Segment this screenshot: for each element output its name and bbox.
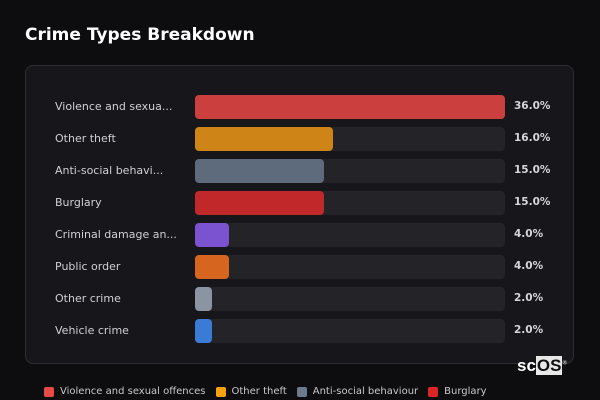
- bar[interactable]: [195, 95, 505, 119]
- bar-row: Public order 4.0%: [0, 255, 600, 279]
- legend-item[interactable]: Anti-social behaviour: [296, 386, 419, 397]
- bar-track: [195, 95, 505, 119]
- bar-row: Anti-social behavi... 15.0%: [0, 159, 600, 183]
- category-label: Other crime: [55, 292, 121, 305]
- value-label: 2.0%: [514, 292, 544, 304]
- chart-title: Crime Types Breakdown: [25, 25, 255, 45]
- legend-swatch: [215, 386, 226, 397]
- legend-item[interactable]: Other theft: [215, 386, 287, 397]
- bar[interactable]: [195, 159, 325, 183]
- bar-row: Burglary 15.0%: [0, 191, 600, 215]
- category-label: Public order: [55, 260, 121, 273]
- bar-row: Other crime 2.0%: [0, 287, 600, 311]
- category-label: Anti-social behavi...: [55, 164, 164, 177]
- legend: Violence and sexual offences Other theft A…: [44, 386, 487, 397]
- category-label: Violence and sexua...: [55, 100, 173, 113]
- bar[interactable]: [195, 191, 325, 215]
- bar-track: [195, 159, 505, 183]
- legend-label: Other theft: [231, 386, 287, 397]
- scos-logo: scOS®: [517, 356, 567, 376]
- bar-row: Criminal damage an... 4.0%: [0, 223, 600, 247]
- value-label: 4.0%: [514, 260, 544, 272]
- bar-row: Violence and sexua... 36.0%: [0, 95, 600, 119]
- bar-track: [195, 191, 505, 215]
- value-label: 15.0%: [514, 164, 551, 176]
- logo-mark: ®: [562, 360, 567, 367]
- logo-text: sc: [517, 356, 536, 375]
- value-label: 2.0%: [514, 324, 544, 336]
- bar-track: [195, 319, 505, 343]
- bar[interactable]: [195, 287, 213, 311]
- bar[interactable]: [195, 255, 230, 279]
- legend-label: Violence and sexual offences: [60, 386, 206, 397]
- bar-row: Other theft 16.0%: [0, 127, 600, 151]
- category-label: Vehicle crime: [55, 324, 129, 337]
- category-label: Other theft: [55, 132, 116, 145]
- bar[interactable]: [195, 127, 333, 151]
- legend-label: Anti-social behaviour: [312, 386, 419, 397]
- legend-swatch: [44, 386, 54, 397]
- bar-track: [195, 255, 505, 279]
- value-label: 36.0%: [514, 100, 551, 112]
- legend-item[interactable]: Violence and sexual offences: [44, 386, 206, 397]
- category-label: Burglary: [55, 196, 102, 209]
- value-label: 15.0%: [514, 196, 551, 208]
- bar-track: [195, 223, 505, 247]
- value-label: 16.0%: [514, 132, 551, 144]
- bar-track: [195, 127, 505, 151]
- legend-label: Burglary: [444, 386, 487, 397]
- logo-text-box: OS: [535, 356, 563, 375]
- bar[interactable]: [195, 223, 230, 247]
- legend-swatch: [428, 386, 439, 397]
- category-label: Criminal damage an...: [55, 228, 177, 241]
- value-label: 4.0%: [514, 228, 544, 240]
- bar-track: [195, 287, 505, 311]
- bar[interactable]: [195, 319, 213, 343]
- legend-swatch: [296, 386, 307, 397]
- bar-row: Vehicle crime 2.0%: [0, 319, 600, 343]
- legend-item[interactable]: Burglary: [428, 386, 487, 397]
